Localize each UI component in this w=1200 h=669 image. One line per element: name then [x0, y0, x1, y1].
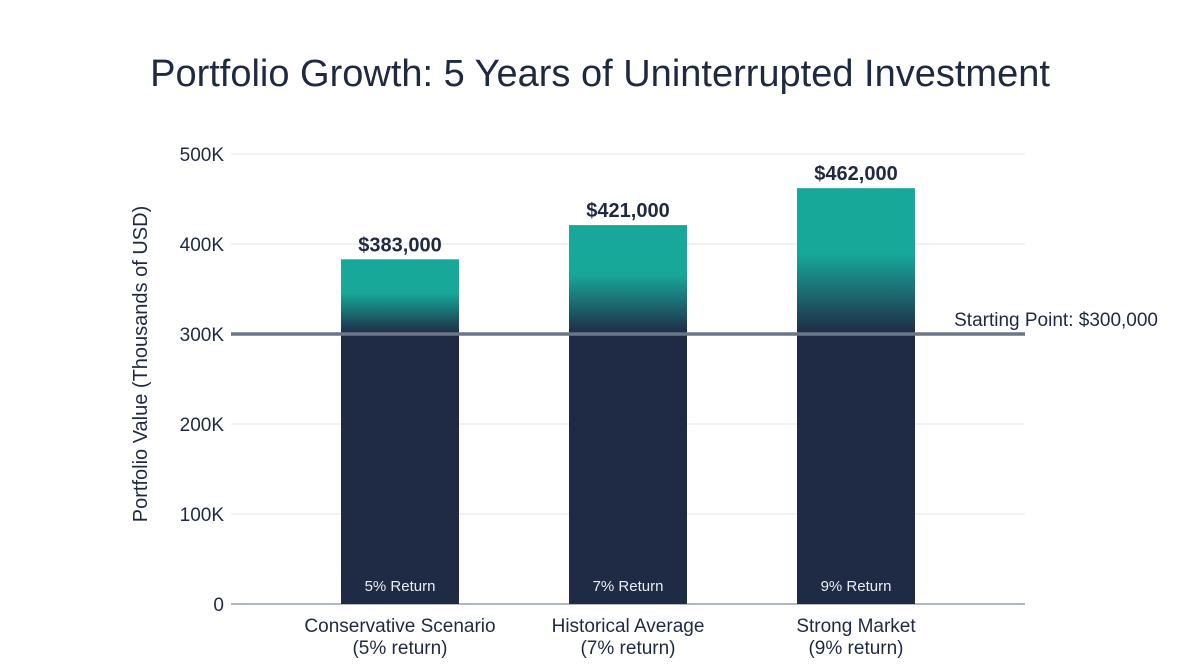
- bar-value-label: $383,000: [358, 234, 441, 256]
- bar-inner-label: 5% Return: [365, 578, 436, 595]
- bar-base-segment: [797, 334, 915, 604]
- y-tick-label: 300K: [180, 325, 225, 346]
- x-category-label: Strong Market: [796, 616, 916, 637]
- y-tick-label: 0: [213, 595, 224, 616]
- bar-base-segment: [569, 334, 687, 604]
- y-tick-label: 200K: [180, 415, 225, 436]
- bar-inner-label: 7% Return: [593, 578, 664, 595]
- x-category-label: Conservative Scenario: [304, 616, 495, 637]
- y-tick-label: 500K: [180, 145, 225, 166]
- bar-growth-segment: [797, 188, 915, 334]
- reference-line-label: Starting Point: $300,000: [954, 310, 1158, 331]
- bar-base-segment: [341, 334, 459, 604]
- bar-value-label: $421,000: [586, 200, 669, 222]
- bar-growth-segment: [569, 225, 687, 334]
- x-category-sublabel: (9% return): [808, 638, 903, 659]
- x-category-label: Historical Average: [552, 616, 705, 637]
- x-category-sublabel: (7% return): [580, 638, 675, 659]
- chart-title: Portfolio Growth: 5 Years of Uninterrupt…: [150, 53, 1050, 95]
- bar-growth-segment: [341, 259, 459, 334]
- x-category-sublabel: (5% return): [352, 638, 447, 659]
- y-tick-label: 400K: [180, 235, 225, 256]
- y-axis-label: Portfolio Value (Thousands of USD): [130, 206, 152, 522]
- bar-inner-label: 9% Return: [821, 578, 892, 595]
- y-tick-label: 100K: [180, 505, 225, 526]
- bar-value-label: $462,000: [814, 163, 897, 185]
